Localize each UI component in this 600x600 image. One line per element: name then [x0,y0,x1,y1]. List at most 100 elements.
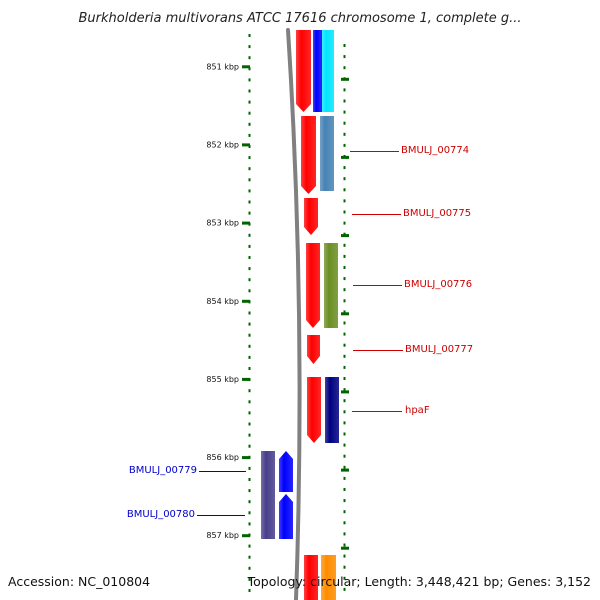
minor-tick-left [248,577,251,581]
minor-tick-left [248,466,251,470]
gene-label: BMULJ_00776 [404,279,472,290]
minor-tick-left [248,145,251,148]
minor-tick-right [343,55,346,59]
minor-tick-right [343,88,346,92]
minor-tick-left [248,100,251,104]
gene-label: BMULJ_00779 [129,465,197,476]
minor-tick-left [248,478,251,481]
minor-tick-right [343,488,346,491]
minor-tick-right [343,332,346,336]
minor-tick-left [248,122,251,126]
minor-tick-left [248,111,251,115]
minor-tick-left [248,167,251,171]
minor-tick-left [248,433,251,437]
minor-tick-right [343,476,346,480]
major-tick-left [242,65,250,69]
cds-feature-orange [321,555,336,600]
minor-tick-left [248,89,251,93]
minor-tick-right [343,543,346,547]
major-tick-right [341,390,349,394]
minor-tick-left [248,189,251,193]
minor-tick-left [248,133,251,137]
minor-tick-right [343,388,346,392]
minor-tick-left [248,200,251,204]
minor-tick-left [248,289,251,293]
minor-tick-right [343,99,346,103]
minor-tick-left [248,389,251,393]
minor-tick-left [248,544,251,548]
minor-tick-right [343,410,346,414]
chart-title: Burkholderia multivorans ATCC 17616 chro… [79,11,522,26]
minor-tick-right [343,499,346,503]
major-tick-left [242,456,250,460]
minor-tick-right [343,321,346,325]
minor-tick-right [343,177,346,181]
major-tick-right [341,155,349,159]
minor-tick-left [248,211,251,215]
minor-tick-left [248,344,251,348]
cds-feature-steel-blue [320,116,334,191]
minor-tick-left [248,411,251,415]
scale-axis: 851 kbp 852 kbp 853 kbp 854 kbp 855 kbp 856 k… [206,34,349,592]
minor-tick-left [248,422,251,426]
minor-tick-right [343,421,346,425]
gene-feature-red [296,30,311,112]
minor-tick-right [343,132,346,136]
minor-tick-left [248,233,251,237]
minor-tick-right [343,432,346,436]
minor-tick-left [248,500,251,504]
minor-tick-right [343,121,346,125]
minor-tick-right [343,288,346,292]
minor-tick-left [248,589,251,592]
gene-label: hpaF [405,405,430,416]
minor-tick-left [248,367,251,370]
major-tick-right [341,312,349,316]
scale-tick-label: 856 kbp [206,453,239,462]
major-tick-left [242,299,250,303]
gene-feature-red [307,377,321,443]
minor-tick-right [343,243,346,247]
gene-label: BMULJ_00775 [403,208,471,219]
minor-tick-right [343,576,346,580]
minor-tick-right [343,199,346,203]
minor-tick-left [248,489,251,493]
gene-labels: BMULJ_00774 BMULJ_00775 BMULJ_00776 BMULJ_0… [127,145,473,520]
major-tick-right [341,77,349,81]
minor-tick-left [248,311,251,315]
minor-tick-left [248,244,251,248]
minor-tick-left [248,178,251,182]
minor-tick-right [343,365,346,369]
scale-tick-label: 852 kbp [206,140,239,149]
cds-feature-blue [313,30,322,112]
minor-tick-right [343,343,346,347]
major-tick-right [341,234,349,238]
minor-tick-right [343,299,346,303]
minor-tick-right [343,521,346,525]
minor-tick-right [343,565,346,569]
feature-tracks [261,30,339,600]
major-tick-left [242,534,250,538]
minor-tick-left [248,78,251,82]
cds-feature-slate-blue [261,451,275,539]
backbone-line [286,28,302,600]
minor-tick-right [343,532,346,536]
minor-tick-left [248,566,251,570]
scale-tick-label: 853 kbp [206,219,239,228]
minor-tick-right [343,554,346,558]
cds-feature-cyan [322,30,334,112]
minor-tick-left [248,45,251,49]
minor-tick-right [343,510,346,514]
major-tick-right [341,546,349,550]
major-tick-left [242,377,250,381]
minor-tick-left [248,56,251,60]
cds-feature-olive [324,243,338,328]
minor-tick-right [343,210,346,214]
minor-tick-right [343,587,346,591]
minor-tick-left [248,256,251,259]
minor-tick-left [248,400,251,404]
minor-tick-right [343,399,346,403]
scale-tick-label: 855 kbp [206,375,239,384]
minor-tick-left [248,267,251,271]
